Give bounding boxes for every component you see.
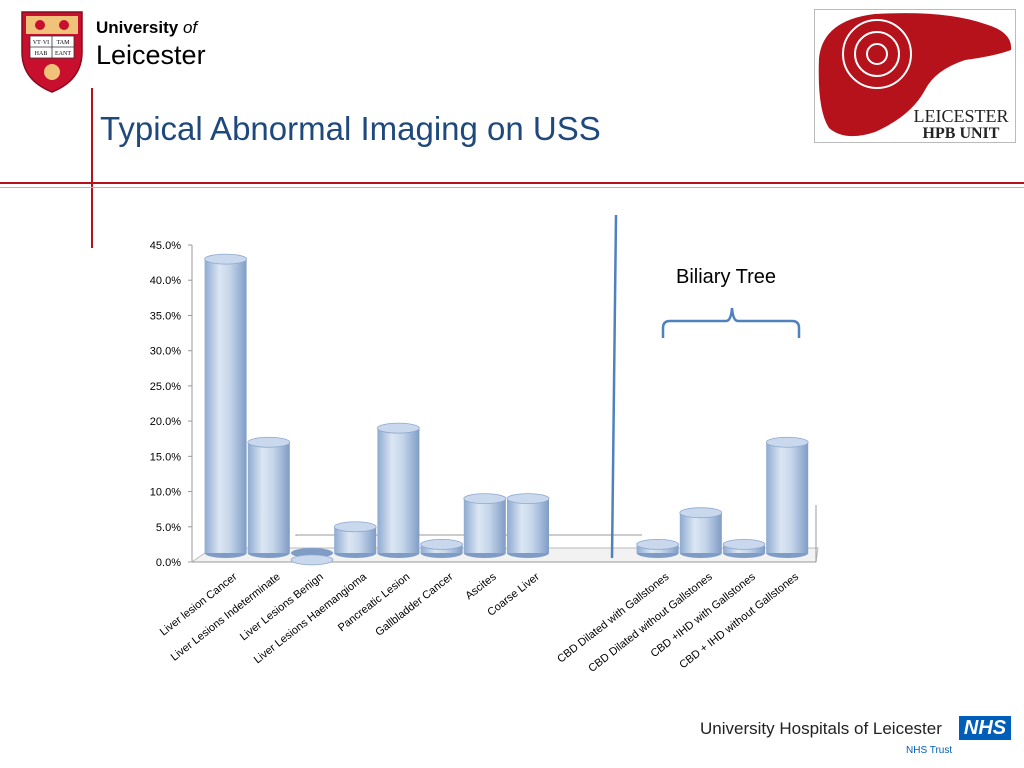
crest-text-1: VT·VI — [33, 40, 49, 46]
university-word: University — [96, 18, 179, 37]
bar-body — [679, 512, 722, 553]
nhs-logo: NHS — [959, 716, 1011, 740]
bar-7 — [463, 493, 507, 558]
bar-body — [463, 498, 506, 553]
bar-top — [290, 554, 334, 566]
biliary-tree-brace — [661, 307, 801, 338]
bar-body — [377, 428, 420, 553]
bar-top — [463, 493, 507, 505]
horizontal-accent-line — [0, 182, 1024, 184]
bar-6 — [420, 538, 464, 558]
group-divider-line — [610, 214, 618, 559]
bar-top — [333, 521, 377, 533]
y-tick-label: 10.0% — [150, 487, 181, 499]
hpb-logo-line2: HPB UNIT — [923, 125, 1000, 142]
y-tick-label: 25.0% — [150, 381, 181, 393]
bar-top — [722, 538, 766, 550]
nhs-trust-label: NHS Trust — [906, 745, 953, 756]
category-label: Gallbladder Cancer — [373, 571, 455, 639]
city-word: Leicester — [96, 40, 206, 70]
bar-body — [247, 442, 290, 553]
bar-1 — [204, 253, 248, 558]
y-tick-label: 0.0% — [156, 557, 181, 569]
category-label: Pancreatic Lesion — [336, 571, 412, 634]
bar-top — [420, 538, 464, 550]
crest-text-2: TAM — [57, 40, 71, 46]
bar-top — [636, 538, 679, 550]
bar-3 — [290, 548, 334, 566]
y-tick-label: 20.0% — [150, 416, 181, 428]
hospital-name: University Hospitals of Leicester — [700, 719, 942, 738]
bar-top — [679, 507, 723, 519]
bar-12 — [765, 436, 809, 558]
hpb-logo-line1: LEICESTER — [914, 106, 1009, 126]
bar-top — [204, 253, 248, 265]
y-tick-label: 15.0% — [150, 451, 181, 463]
bar-10 — [679, 507, 723, 558]
horizontal-accent-line-thin — [0, 187, 1024, 188]
bar-body — [766, 442, 809, 553]
bar-4 — [333, 521, 377, 558]
hpb-unit-logo: LEICESTER HPB UNIT — [814, 9, 1016, 143]
bar-body — [507, 498, 549, 553]
bar-9 — [636, 538, 679, 558]
y-tick-label: 40.0% — [150, 275, 181, 287]
category-label: Liver lesion Cancer — [158, 571, 240, 639]
biliary-tree-annotation: Biliary Tree — [676, 266, 777, 288]
y-tick-label: 5.0% — [156, 522, 181, 534]
university-wordmark: University of Leicester — [96, 18, 206, 71]
y-tick-label: 45.0% — [150, 240, 181, 252]
bar-2 — [247, 436, 291, 558]
category-label: Ascites — [463, 571, 499, 603]
bar-11 — [722, 538, 766, 558]
bar-top — [376, 422, 420, 434]
bar-body — [204, 259, 247, 553]
slide-title: Typical Abnormal Imaging on USS — [100, 110, 601, 147]
bar-5 — [376, 422, 420, 558]
bar-top — [506, 493, 550, 505]
bar-8 — [506, 493, 550, 558]
crest-text-3: HAB — [35, 51, 48, 57]
chart-bars — [204, 253, 809, 566]
vertical-accent-line — [91, 88, 93, 248]
y-tick-label: 35.0% — [150, 310, 181, 322]
bar-top — [765, 436, 809, 448]
crest-text-4: EANT — [55, 51, 71, 57]
of-word: of — [182, 18, 198, 37]
bar-top — [247, 436, 291, 448]
university-crest-logo: VT·VI TAM HAB EANT — [21, 11, 83, 93]
y-tick-label: 30.0% — [150, 346, 181, 358]
university-line: University of — [96, 18, 206, 38]
